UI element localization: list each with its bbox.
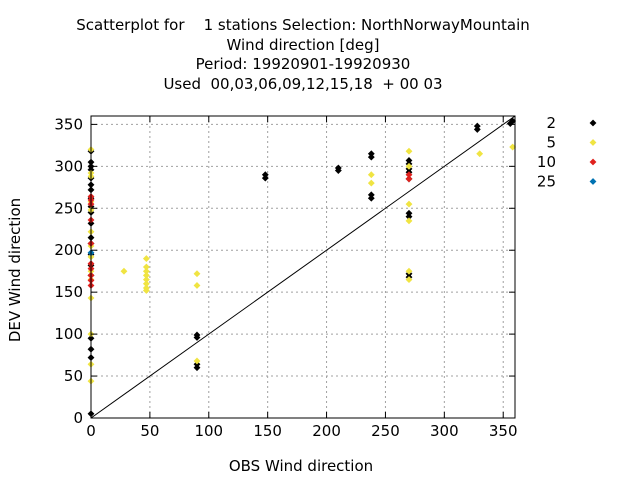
data-point-5 [367,179,375,187]
data-point-2 [261,171,269,179]
data-point-5 [142,255,150,263]
x-tick-label: 100 [194,422,223,440]
legend-label-25: 25 [537,173,556,191]
data-point-5 [142,284,150,292]
data-point-5 [142,271,150,279]
data-point-5 [405,276,413,284]
legend-marker-25 [589,178,597,185]
data-point-5 [367,171,375,179]
data-point-5 [405,147,413,155]
data-point-5 [405,162,413,170]
data-point-10 [405,175,413,183]
legend-marker-10 [589,158,597,166]
data-point-5 [142,276,150,284]
legend-label-10: 10 [537,153,556,171]
y-tick-label: 350 [54,115,83,133]
legend-marker-2 [589,119,597,127]
x-tick-label: 150 [253,422,282,440]
axis-ticks: 0 50 100 150 200 250 300 350 0 50 100 150 200 250 300 3… [54,115,517,440]
y-tick-label: 300 [54,157,83,175]
data-point-2 [473,122,481,130]
legend-label-5: 5 [546,134,556,152]
legend-label-2: 2 [546,114,556,132]
plot-frame [90,115,516,419]
data-point-5 [405,267,413,275]
x-tick-label: 300 [430,422,459,440]
data-point-5 [405,200,413,208]
title-line-3: Period: 19920901-19920930 [195,55,411,73]
data-point-2 [334,164,342,172]
data-point-10 [405,171,413,179]
x-tick-label: 0 [86,422,96,440]
data-point-5 [193,282,201,289]
y-tick-label: 200 [54,241,83,259]
y-axis-label: DEV Wind direction [6,198,24,342]
data-point-5 [193,357,201,365]
data-point-5 [142,263,150,271]
x-tick-label: 200 [312,422,341,440]
y-tick-label: 250 [54,199,83,217]
legend-marker-5 [589,139,597,146]
data-point-5 [142,267,150,275]
title-line-4: Used 00,03,06,09,12,15,18 + 00 03 [163,74,443,93]
data-point-2 [405,209,413,217]
y-tick-label: 100 [54,325,83,343]
y-tick-label: 50 [64,367,83,385]
x-tick-label: 350 [489,422,518,440]
data-point-2 [193,331,201,339]
y-tick-label: 150 [54,283,83,301]
data-point-2 [367,150,375,158]
identity-line [90,115,516,419]
title-line-1: Scatterplot for 1 stations Selection: No… [76,16,530,34]
data-point-2 [367,191,375,199]
chart-title: Scatterplot for 1 stations Selection: No… [0,16,606,94]
data-point-5 [142,280,150,288]
x-tick-label: 250 [371,422,400,440]
x-tick-label: 50 [140,422,159,440]
title-line-2: Wind direction [deg] [226,35,380,54]
data-point-5 [405,217,413,225]
data-point-5 [193,270,201,278]
x-axis-label: OBS Wind direction [229,457,373,475]
data-point-5 [120,267,128,275]
reference-line-group [90,115,516,419]
data-point-5 [476,150,484,158]
y-tick-label: 0 [73,409,83,427]
